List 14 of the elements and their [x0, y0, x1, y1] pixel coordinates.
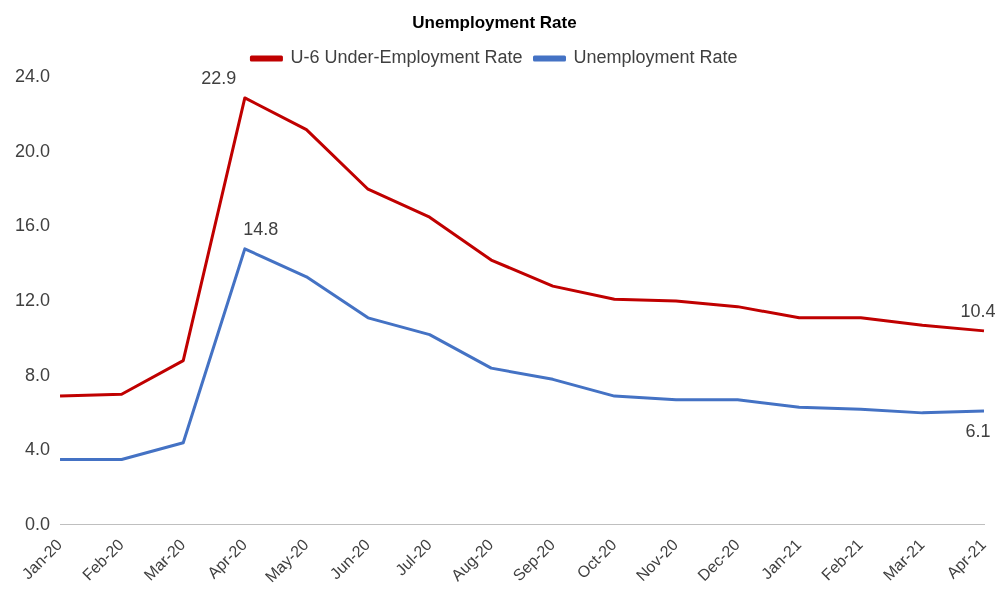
- legend-label: U-6 Under-Employment Rate: [290, 47, 523, 68]
- data-label: 22.9: [201, 67, 237, 88]
- data-label: 14.8: [243, 218, 279, 239]
- y-tick-label: 0.0: [25, 513, 51, 534]
- y-tick-label: 16.0: [14, 215, 51, 236]
- y-tick-label: 4.0: [25, 439, 51, 460]
- data-label: 10.4: [960, 300, 996, 321]
- y-tick-label: 12.0: [14, 290, 51, 311]
- chart-title: Unemployment Rate: [412, 12, 577, 32]
- y-tick-label: 20.0: [14, 140, 51, 161]
- data-label: 6.1: [965, 420, 991, 441]
- y-tick-label: 24.0: [14, 66, 51, 87]
- legend-label: Unemployment Rate: [573, 47, 738, 68]
- y-tick-label: 8.0: [25, 364, 51, 385]
